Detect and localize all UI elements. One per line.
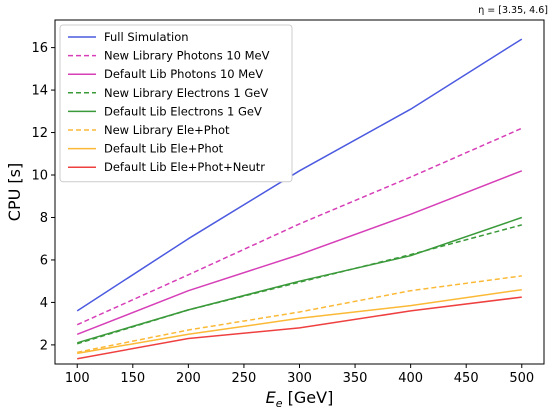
x-tick-label: 500 — [509, 371, 534, 386]
y-tick-label: 10 — [31, 169, 48, 184]
legend-entry-label: Default Lib Ele+Phot — [104, 142, 224, 156]
x-axis-label-symbol: E — [266, 388, 277, 407]
series-layer — [76, 38, 523, 360]
legend-entry-label: New Library Ele+Phot — [104, 123, 230, 137]
series-line-2 — [76, 127, 523, 326]
series-line-7 — [77, 288, 522, 355]
y-axis-ticks: 2 4 6 8 10 12 14 16 — [31, 41, 55, 353]
series-line-6 — [77, 275, 522, 354]
series-line-8 — [77, 296, 522, 360]
y-tick-label: 4 — [40, 296, 48, 311]
x-tick-label: 450 — [454, 371, 479, 386]
legend-entry-label: Default Lib Electrons 1 GeV — [104, 104, 262, 118]
x-axis-label: Ee [GeV] — [266, 388, 334, 410]
y-tick-label: 12 — [31, 126, 48, 141]
legend-entry-label: Default Lib Photons 10 MeV — [104, 67, 263, 81]
x-tick-label: 100 — [65, 371, 90, 386]
legend-entry-label: New Library Electrons 1 GeV — [104, 86, 268, 100]
y-tick-label: 6 — [40, 253, 48, 268]
x-tick-label: 250 — [232, 371, 257, 386]
legend: Full Simulation New Library Photons 10 Me… — [59, 24, 293, 183]
x-axis-ticks: 100 150 200 250 300 350 400 450 500 — [65, 364, 534, 386]
y-tick-label: 2 — [40, 338, 48, 353]
legend-entry-label: Full Simulation — [104, 30, 189, 44]
x-tick-label: 400 — [398, 371, 423, 386]
x-axis-label-unit: [GeV] — [283, 388, 334, 407]
x-tick-label: 300 — [287, 371, 312, 386]
y-tick-label: 14 — [31, 84, 48, 99]
legend-entry-label: New Library Photons 10 MeV — [104, 49, 270, 63]
y-tick-label: 8 — [40, 211, 48, 226]
eta-range-annotation: η = [3.35, 4.6] — [478, 5, 548, 16]
legend-entry-label: Default Lib Ele+Phot+Neutr — [104, 160, 265, 174]
x-axis-label-subscript: e — [276, 397, 283, 410]
series-line-1 — [76, 38, 523, 312]
series-line-3 — [76, 170, 523, 335]
y-tick-label: 16 — [31, 41, 48, 56]
series-line-5 — [76, 216, 523, 344]
y-axis-label: CPU [s] — [5, 163, 24, 221]
x-tick-label: 150 — [120, 371, 145, 386]
x-tick-label: 200 — [176, 371, 201, 386]
legend-box — [59, 24, 293, 183]
x-tick-label: 350 — [343, 371, 368, 386]
